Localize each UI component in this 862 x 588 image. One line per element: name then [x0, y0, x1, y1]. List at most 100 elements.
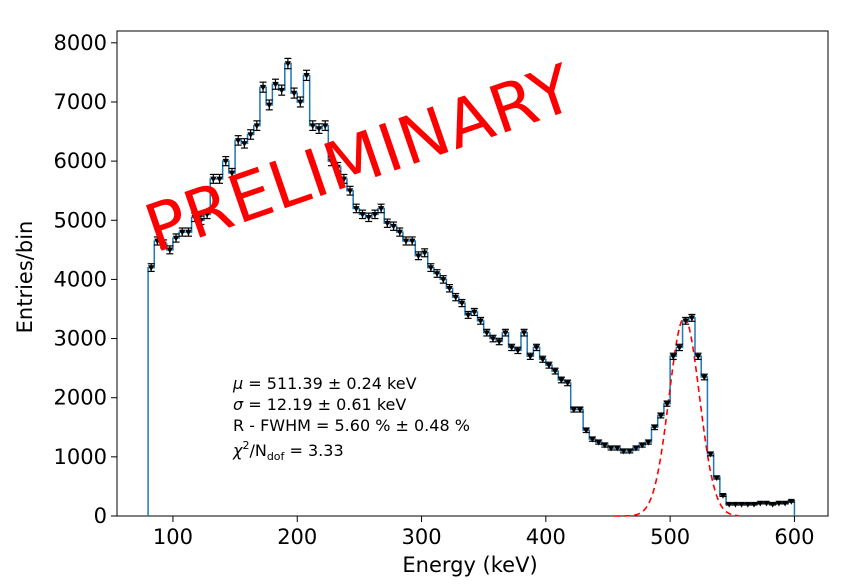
data-point [184, 227, 192, 237]
point-marker [446, 285, 453, 292]
x-tick-label: 600 [774, 525, 814, 549]
y-tick-label: 8000 [54, 31, 107, 55]
y-axis: 0 1000 2000 3000 4000 5000 6000 7000 8000 [54, 31, 117, 528]
data-point [253, 120, 261, 132]
data-point [725, 501, 733, 508]
point-marker [402, 238, 410, 245]
point-marker [744, 501, 752, 508]
point-marker [353, 206, 360, 212]
data-point [315, 123, 323, 134]
data-point [576, 406, 584, 414]
point-marker [645, 439, 652, 446]
point-marker [359, 212, 366, 218]
point-marker [384, 220, 391, 227]
point-marker [607, 445, 615, 452]
data-point [464, 310, 472, 319]
point-marker [732, 501, 739, 508]
data-point [533, 343, 541, 352]
point-marker [663, 401, 671, 408]
point-marker [583, 427, 590, 434]
data-point [203, 209, 211, 220]
point-marker [290, 90, 298, 97]
y-tick-label: 5000 [54, 208, 107, 232]
point-marker [651, 424, 658, 431]
point-marker [694, 354, 702, 360]
data-point [731, 501, 739, 508]
point-marker [272, 81, 279, 88]
point-marker [297, 99, 304, 106]
point-marker [185, 229, 192, 236]
data-point [197, 215, 205, 226]
y-tick-label: 7000 [54, 90, 107, 114]
data-point [744, 501, 752, 508]
data-point [769, 501, 777, 508]
point-marker [334, 164, 341, 171]
data-point [644, 439, 652, 446]
point-marker [477, 318, 484, 325]
data-point [216, 173, 224, 184]
data-point [570, 406, 578, 414]
data-point [433, 269, 441, 278]
point-marker [309, 123, 316, 130]
point-marker [253, 123, 261, 130]
point-marker [632, 445, 640, 452]
data-point [489, 334, 497, 343]
x-axis: 100 200 300 400 500 600 [153, 516, 814, 549]
data-point [408, 236, 416, 246]
point-marker [750, 501, 758, 508]
point-marker [259, 84, 267, 91]
point-marker [166, 247, 174, 254]
data-point [514, 346, 522, 355]
data-point [781, 500, 789, 507]
data-point [340, 173, 348, 184]
point-marker [234, 138, 242, 144]
data-point [477, 316, 485, 325]
data-point [651, 424, 659, 431]
point-marker [707, 451, 714, 458]
x-tick-label: 400 [526, 525, 566, 549]
data-point [508, 343, 516, 352]
point-marker [483, 330, 490, 337]
data-point [452, 292, 460, 302]
data-point [582, 427, 590, 434]
data-point [669, 352, 677, 360]
point-marker [172, 235, 180, 242]
point-marker [676, 345, 683, 351]
point-marker [520, 330, 528, 337]
data-point [719, 492, 727, 499]
data-point [290, 87, 298, 99]
data-point [613, 445, 621, 452]
point-marker [576, 407, 584, 414]
data-point [228, 167, 236, 179]
data-point [483, 328, 491, 337]
point-marker [340, 176, 348, 183]
point-marker [328, 158, 335, 165]
data-point [240, 138, 248, 149]
point-marker [471, 309, 478, 316]
point-marker [657, 413, 665, 419]
point-marker [365, 215, 372, 221]
data-point [309, 120, 317, 132]
gaussian-fit-curve [614, 317, 739, 517]
data-point [265, 99, 273, 111]
point-marker [241, 141, 248, 147]
point-marker [210, 176, 217, 183]
data-point [762, 500, 770, 507]
data-point [334, 161, 342, 173]
data-point [414, 251, 422, 261]
point-marker [228, 170, 236, 177]
data-point [682, 316, 690, 325]
data-point [247, 129, 255, 140]
fit-mu-line: μ = 511.39 ± 0.24 keV [232, 374, 417, 393]
point-marker [160, 241, 167, 248]
data-point [284, 57, 292, 70]
point-marker [464, 312, 472, 319]
y-tick-label: 2000 [54, 386, 107, 410]
data-point [396, 227, 404, 237]
point-marker [564, 380, 571, 387]
data-point [178, 227, 186, 237]
point-marker [757, 500, 764, 507]
data-point [663, 400, 671, 408]
point-marker [601, 442, 609, 449]
data-point [675, 343, 683, 352]
